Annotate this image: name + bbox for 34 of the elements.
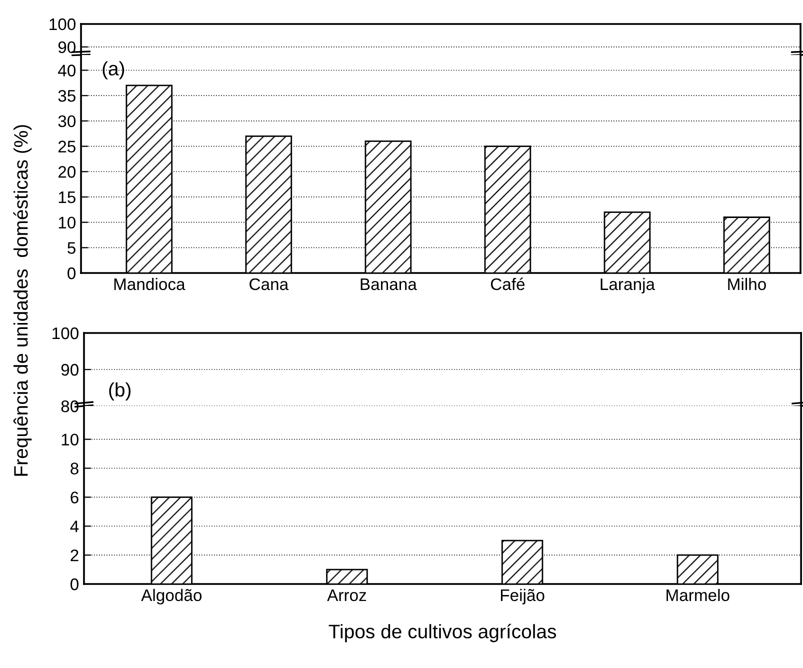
x-tick-label: Mandioca [114,278,186,290]
x-tick-label: Milho [728,278,766,290]
y-tick-label: 90 [61,364,78,376]
y-tick-label: 90 [58,41,76,54]
y-tick-label: 8 [70,462,78,474]
y-tick-label: 100 [50,18,76,30]
y-tick-label: 0 [68,267,76,280]
x-tick-label: Arroz [327,590,366,602]
x-tick-label: Cana [250,278,289,290]
y-tick-label: 25 [58,140,76,152]
x-axis-title: Tipos de cultivos agrícolas [328,624,556,642]
y-tick-label: 100 [52,327,78,340]
y-tick-label: 4 [70,520,79,532]
x-tick-label: Café [490,278,525,290]
y-tick-label: 10 [62,434,78,446]
y-tick-label: 20 [58,166,76,178]
y-tick-label: 40 [58,64,76,76]
x-tick-label: Algodão [141,588,202,604]
y-axis-title: Frequência de unidades domésticas (%) [13,125,32,476]
y-tick-label: 10 [58,216,76,229]
y-tick-label: 80 [61,400,78,412]
y-tick-label: 15 [58,192,76,204]
y-tick-label: 2 [70,549,78,562]
x-tick-label: Laranja [600,278,656,294]
y-tick-label: 35 [58,90,76,102]
annotation: (a) [102,61,124,80]
y-tick-label: 5 [68,242,76,254]
y-tick-label: 30 [58,115,76,128]
x-tick-label: Marmelo [666,588,730,602]
x-tick-label: Banana [360,278,417,290]
annotation: (b) [109,382,131,400]
y-tick-label: 6 [70,492,78,504]
x-tick-label: Feijão [500,588,544,604]
y-tick-label: 0 [70,578,78,590]
